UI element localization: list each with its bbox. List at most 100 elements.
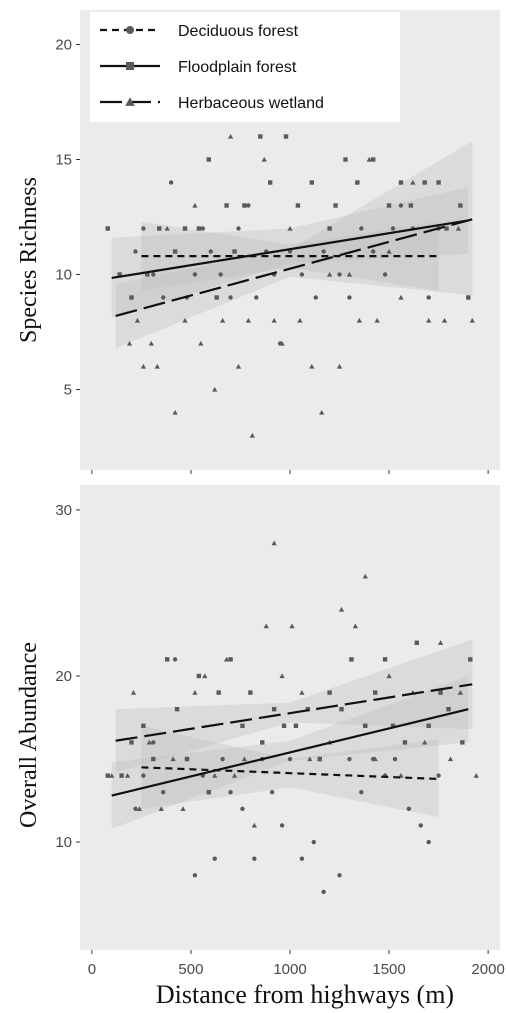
data-point-triangle: [220, 317, 226, 323]
data-point-triangle: [287, 225, 293, 231]
data-point-square: [206, 157, 211, 162]
data-point-triangle: [299, 689, 305, 695]
trend-line-3: [115, 218, 473, 317]
data-point-square: [309, 180, 314, 185]
y-axis-label-bottom: Overall Abundance: [16, 642, 42, 828]
data-point-square: [260, 740, 265, 745]
data-point-triangle: [180, 806, 186, 811]
legend-label: Deciduous forest: [178, 23, 299, 40]
data-point-circle: [398, 203, 404, 208]
data-point-square: [184, 756, 190, 762]
data-point-circle: [141, 226, 146, 231]
data-point-triangle: [130, 689, 137, 695]
data-point-square: [386, 203, 392, 208]
data-point-triangle: [374, 317, 380, 323]
data-point-triangle: [158, 806, 164, 811]
data-point-square: [157, 226, 162, 231]
data-point-circle: [406, 806, 412, 812]
data-point-circle: [133, 249, 138, 254]
data-point-square: [295, 203, 301, 208]
data-point-triangle: [223, 656, 230, 662]
data-point-square: [174, 706, 180, 712]
data-point-triangle: [140, 363, 147, 369]
data-point-square: [105, 773, 110, 778]
data-point-circle: [218, 272, 223, 277]
legend-triangle-marker: [125, 97, 135, 106]
data-point-circle: [228, 295, 233, 300]
data-point-triangle: [326, 271, 333, 277]
x-axis-label: Distance from highways (m): [156, 980, 454, 1009]
data-point-circle: [192, 272, 198, 277]
data-point-triangle: [338, 606, 345, 612]
data-point-circle: [151, 740, 156, 745]
data-point-triangle: [164, 225, 170, 231]
data-point-circle: [212, 856, 217, 861]
data-point-triangle: [279, 340, 285, 346]
data-point-circle: [313, 295, 318, 300]
trend-line-2: [111, 708, 469, 797]
data-point-circle: [161, 295, 166, 300]
data-point-triangle: [245, 317, 252, 323]
trend-line-3: [115, 683, 473, 742]
data-point-triangle: [154, 363, 160, 369]
data-point-circle: [390, 226, 396, 231]
data-point-circle: [347, 295, 352, 300]
data-point-circle: [133, 806, 138, 812]
data-point-triangle: [192, 202, 198, 208]
data-point-circle: [252, 856, 257, 861]
data-point-square: [414, 640, 419, 645]
data-point-circle: [299, 272, 305, 277]
data-point-square: [363, 723, 368, 729]
data-point-triangle: [261, 156, 267, 162]
data-point-square: [196, 673, 202, 679]
data-point-triangle: [457, 689, 464, 695]
data-point-square: [214, 295, 219, 300]
data-point-triangle: [289, 623, 295, 629]
data-point-square: [283, 134, 289, 139]
data-point-triangle: [182, 317, 188, 323]
data-point-square: [402, 740, 408, 745]
data-point-triangle: [170, 756, 176, 762]
data-point-triangle: [346, 271, 353, 277]
data-point-triangle: [231, 772, 238, 778]
data-point-square: [119, 773, 124, 778]
data-point-triangle: [352, 623, 359, 629]
data-point-square: [466, 295, 471, 300]
x-tick-label: 1500: [372, 961, 405, 978]
data-point-circle: [161, 790, 166, 795]
data-point-square: [327, 226, 332, 231]
data-point-square: [444, 226, 449, 231]
data-point-square: [242, 203, 247, 208]
legend-label: Floodplain forest: [178, 59, 297, 76]
data-point-circle: [392, 756, 398, 762]
abundance-panel: 10 20 30 0 500 1000 1500 2000: [55, 485, 505, 978]
confidence-band-1: [141, 725, 439, 818]
data-point-circle: [337, 272, 342, 277]
data-point-triangle: [212, 386, 218, 392]
data-point-square: [293, 723, 299, 729]
x-tick-label: 500: [178, 961, 203, 978]
x-tick-label: 1000: [273, 961, 306, 978]
data-point-circle: [426, 295, 431, 300]
data-point-circle: [418, 823, 423, 828]
data-point-triangle: [212, 772, 218, 778]
data-point-triangle: [441, 317, 448, 323]
data-point-triangle: [271, 317, 277, 323]
data-point-circle: [426, 839, 431, 845]
data-point-triangle: [356, 317, 362, 323]
data-point-triangle: [109, 772, 115, 778]
data-point-square: [426, 723, 431, 729]
data-point-square: [145, 272, 150, 277]
data-point-triangle: [447, 756, 454, 762]
data-point-square: [372, 690, 378, 695]
data-point-triangle: [124, 772, 131, 778]
data-point-triangle: [426, 317, 432, 323]
data-point-circle: [359, 790, 364, 795]
data-point-square: [460, 740, 465, 745]
data-point-square: [349, 657, 354, 662]
data-point-triangle: [398, 294, 404, 300]
data-point-circle: [337, 873, 342, 878]
data-point-square: [355, 180, 360, 185]
data-point-circle: [141, 773, 146, 778]
data-point-triangle: [366, 156, 372, 162]
